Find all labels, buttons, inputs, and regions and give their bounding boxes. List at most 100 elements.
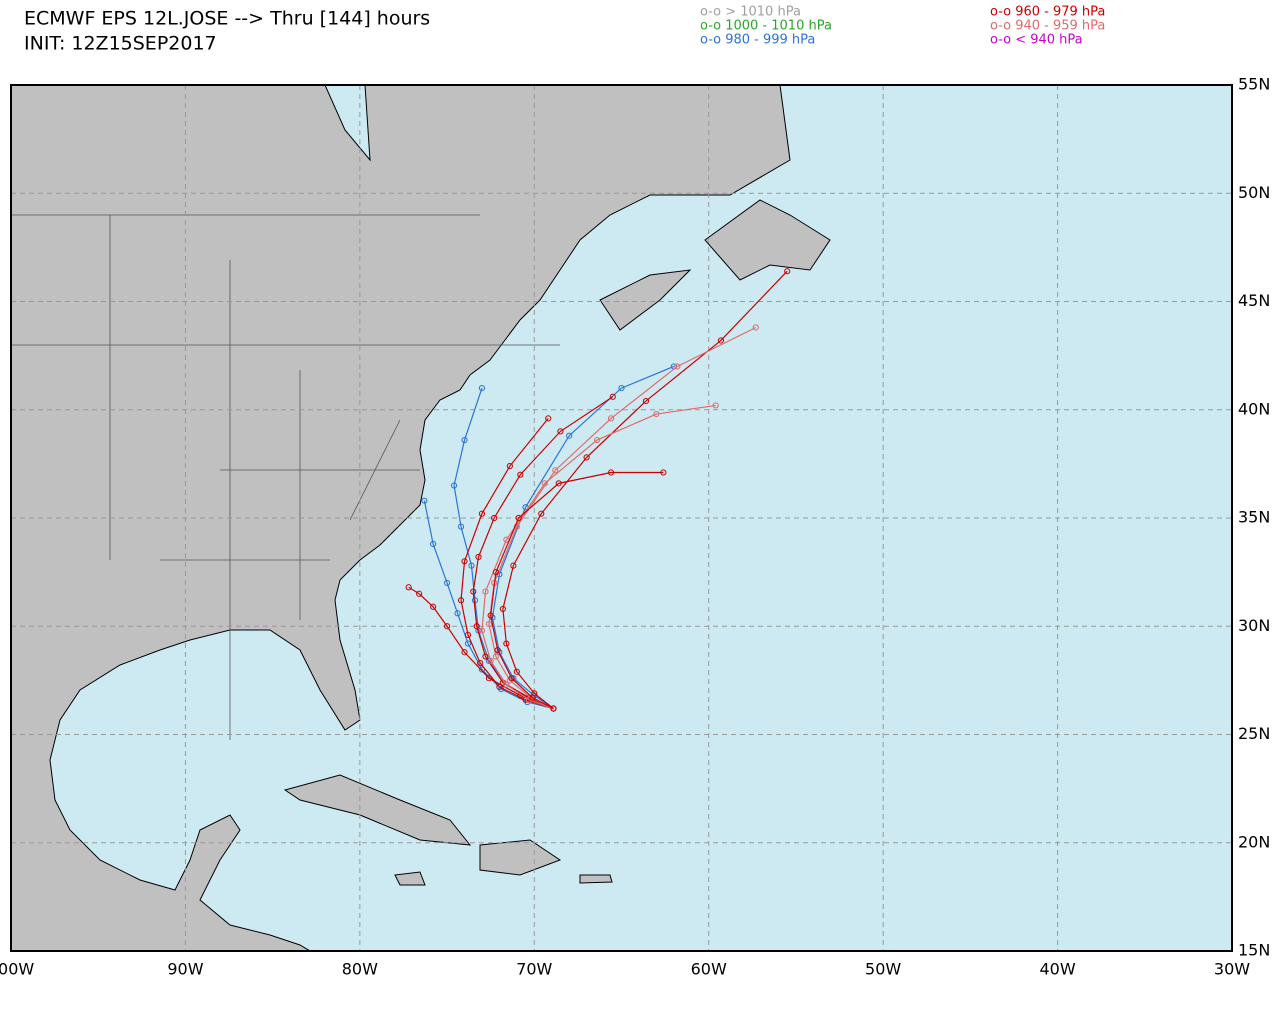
track-point xyxy=(477,659,484,667)
track-point xyxy=(541,480,548,487)
y-tick-label: 55N xyxy=(1238,75,1270,94)
storm-track xyxy=(408,586,554,710)
tracks xyxy=(405,268,791,712)
track-point xyxy=(464,640,472,647)
track-point xyxy=(492,653,500,660)
track-point xyxy=(485,657,493,664)
track-point xyxy=(529,694,536,701)
track-point xyxy=(468,562,475,569)
track-point xyxy=(461,436,468,444)
y-tick-label: 50N xyxy=(1238,183,1270,202)
track-point xyxy=(607,469,615,476)
track-point xyxy=(485,620,493,628)
track-point xyxy=(430,603,437,610)
track-point xyxy=(430,540,437,548)
track-point xyxy=(508,675,515,682)
track-point xyxy=(454,610,461,617)
x-tick-label: 80W xyxy=(342,960,378,979)
track-point xyxy=(482,653,489,660)
legend-entry: o-o 1000 - 1010 hPa xyxy=(700,19,832,34)
track-point xyxy=(492,569,500,576)
track-point xyxy=(538,510,545,517)
y-tick-label: 15N xyxy=(1238,941,1270,960)
storm-track xyxy=(490,471,664,710)
track-point xyxy=(506,462,513,470)
track-point xyxy=(550,705,557,712)
map-frame xyxy=(10,84,1233,952)
track-point xyxy=(443,623,451,630)
track-point xyxy=(416,590,423,597)
track-point xyxy=(478,666,486,673)
x-tick-label: 60W xyxy=(691,960,727,979)
track-point xyxy=(485,675,493,682)
y-tick-label: 40N xyxy=(1238,399,1270,418)
track-point xyxy=(478,385,486,392)
track-point xyxy=(450,482,458,489)
x-tick-label: 90W xyxy=(167,960,203,979)
track-point xyxy=(557,428,564,435)
track-point xyxy=(470,588,477,595)
storm-track xyxy=(491,365,675,710)
track-point xyxy=(478,510,486,517)
track-point xyxy=(545,415,552,422)
track-point xyxy=(443,579,451,587)
x-tick-label: 30W xyxy=(1214,960,1250,979)
legend-entry: o-o 960 - 979 hPa xyxy=(990,5,1105,20)
track-point xyxy=(461,558,468,565)
x-tick-label: 50W xyxy=(865,960,901,979)
track-point xyxy=(555,480,562,487)
track-point xyxy=(464,631,472,639)
y-tick-label: 20N xyxy=(1238,832,1270,851)
track-point xyxy=(717,337,725,344)
track-point xyxy=(583,454,590,461)
track-point xyxy=(487,612,494,619)
x-tick-label: 40W xyxy=(1039,960,1075,979)
track-point xyxy=(517,471,524,478)
track-point xyxy=(674,363,681,370)
track-point xyxy=(482,588,489,595)
storm-track xyxy=(502,270,788,709)
track-point xyxy=(653,410,660,418)
title: ECMWF EPS 12L.JOSE --> Thru [144] hours xyxy=(24,8,430,30)
legend-entry: o-o 940 - 959 hPa xyxy=(990,19,1105,34)
track-point xyxy=(712,402,719,409)
track-point xyxy=(475,553,482,561)
track-point xyxy=(421,497,428,504)
y-tick-label: 45N xyxy=(1238,291,1270,310)
track-point xyxy=(515,514,522,522)
track-point xyxy=(487,657,494,664)
y-tick-label: 25N xyxy=(1238,724,1270,743)
y-tick-label: 30N xyxy=(1238,616,1270,635)
storm-track xyxy=(460,418,554,710)
legend-entry: o-o 980 - 999 hPa xyxy=(700,33,815,48)
track-point xyxy=(457,597,465,604)
track-point xyxy=(593,436,601,444)
track-point xyxy=(618,385,625,392)
track-point xyxy=(566,432,573,439)
init-time: INIT: 12Z15SEP2017 xyxy=(24,33,217,55)
y-tick-label: 35N xyxy=(1238,508,1270,527)
legend-entry: o-o > 1010 hPa xyxy=(700,5,801,20)
track-point xyxy=(461,649,468,656)
track-point xyxy=(473,623,480,630)
track-point xyxy=(457,523,465,530)
track-point xyxy=(499,605,506,613)
track-point xyxy=(405,584,412,591)
track-point xyxy=(784,268,791,275)
track-point xyxy=(552,467,559,474)
track-point xyxy=(609,393,616,400)
track-point xyxy=(513,668,520,675)
track-point xyxy=(642,397,650,405)
track-point xyxy=(510,562,517,569)
track-point xyxy=(752,324,759,331)
track-point xyxy=(471,597,479,604)
x-tick-label: 100W xyxy=(0,960,34,979)
track-point xyxy=(494,646,501,654)
track-point xyxy=(503,640,510,647)
track-point xyxy=(607,415,615,422)
track-point xyxy=(503,681,510,688)
legend-entry: o-o < 940 hPa xyxy=(990,33,1083,48)
track-point xyxy=(478,627,486,634)
